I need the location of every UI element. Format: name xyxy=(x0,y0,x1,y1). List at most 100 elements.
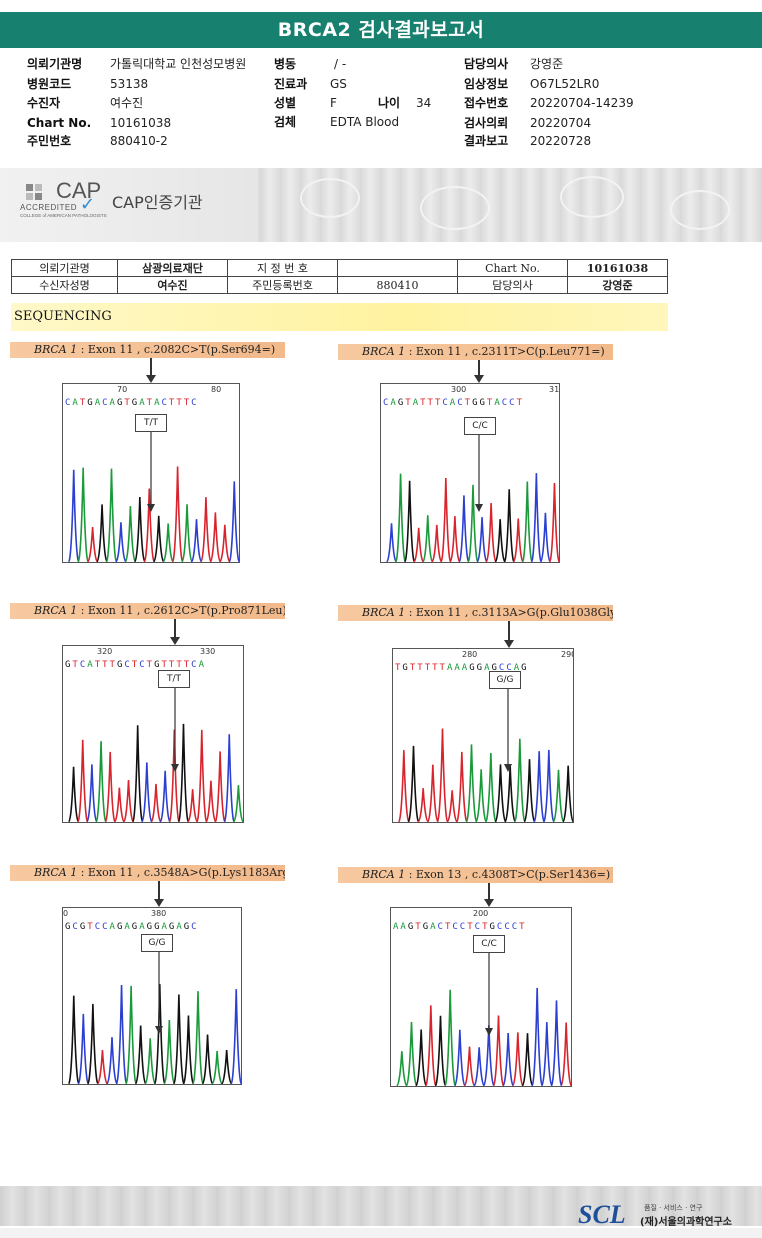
trace-peak xyxy=(511,1032,524,1086)
trace-peak xyxy=(223,734,236,822)
variant-label: BRCA 1 : Exon 11 , c.3113A>G(p.Glu1038Gl… xyxy=(338,605,613,621)
trace-peak xyxy=(96,504,109,562)
position-number: 0 xyxy=(63,909,69,918)
base-calls: CATGACAGTGATACTTTC xyxy=(65,398,199,408)
scl-logo: SCL xyxy=(578,1200,626,1229)
cap-certified-label: CAP인증기관 xyxy=(112,193,203,212)
trace-peak xyxy=(124,506,137,562)
position-number: 380 xyxy=(151,909,167,918)
genotype-arrowhead-icon xyxy=(475,504,483,512)
trace-peak xyxy=(521,481,534,562)
trace-peak xyxy=(548,482,559,562)
trace-peak xyxy=(512,518,525,562)
cap-logo-area xyxy=(0,168,258,242)
trace-peak xyxy=(211,1050,223,1084)
chromatogram: 200 AAGTGACTCCTCTGCCCT C/C xyxy=(390,907,572,1087)
trace-peak xyxy=(113,787,125,822)
trace-peak xyxy=(444,989,457,1086)
genotype-box: C/C xyxy=(473,935,505,953)
institution-value: 가톨릭대학교 인천성모병원 xyxy=(110,57,247,71)
trace-peak xyxy=(86,764,98,822)
chromatogram-trace xyxy=(396,953,571,1086)
trace-peak xyxy=(494,764,507,822)
position-number: 80 xyxy=(211,385,222,394)
hospital-code-label: 병원코드 xyxy=(27,77,72,91)
arrowhead-icon xyxy=(146,375,156,383)
test-request-label: 검사의뢰 xyxy=(464,116,509,130)
genotype-box: T/T xyxy=(158,670,190,688)
position-number: 300 xyxy=(451,385,467,394)
trace-peak xyxy=(504,765,517,822)
doctor-label: 담당의사 xyxy=(464,57,509,71)
gene-name: BRCA 1 xyxy=(34,343,78,356)
table-cell: 삼광의료재단 xyxy=(117,259,228,277)
examinee-value: 여수진 xyxy=(110,96,144,110)
trace-peak xyxy=(181,504,194,562)
variant-label: BRCA 1 : Exon 11 , c.2082C>T(p.Ser694=) xyxy=(10,342,285,358)
trace-peak xyxy=(105,1037,119,1084)
age-value: 34 xyxy=(416,96,432,110)
table-cell: 880410 xyxy=(337,276,458,294)
trace-peak xyxy=(476,517,488,562)
trace-peak xyxy=(434,1015,447,1086)
trace-peak xyxy=(542,749,555,822)
footer-motto: 품질 · 서비스 · 연구 xyxy=(644,1204,703,1212)
trace-peak xyxy=(533,751,546,822)
trace-peak xyxy=(141,762,153,822)
chart-no-value: 10161038 xyxy=(110,116,172,130)
trace-peak xyxy=(96,1049,109,1084)
cloud-ornament xyxy=(560,176,624,218)
genotype-arrowhead-icon xyxy=(155,1026,163,1034)
variant-description: : Exon 11 , c.2612C>T(p.Pro871Leu) xyxy=(77,604,285,617)
trace-peak xyxy=(503,489,515,562)
trace-peak xyxy=(214,751,226,822)
trace-peak xyxy=(440,478,452,562)
trace-peak xyxy=(77,1013,90,1084)
trace-peak xyxy=(446,790,458,822)
table-cell: 의뢰기관명 xyxy=(11,259,118,277)
trace-peak xyxy=(133,496,146,562)
sex-label: 성별 xyxy=(274,96,297,110)
trace-peak xyxy=(403,480,416,562)
cap-grid-icon xyxy=(26,184,42,200)
variant-label: BRCA 1 : Exon 11 , c.3548A>G(p.Lys1183Ar… xyxy=(10,865,285,881)
cloud-ornament xyxy=(420,186,490,230)
trace-peak xyxy=(492,1015,505,1086)
trace-peak xyxy=(95,741,107,822)
variant-description: : Exon 11 , c.2311T>C(p.Leu771=) xyxy=(405,345,605,358)
trace-peak xyxy=(177,723,190,822)
arrowhead-icon xyxy=(154,899,164,907)
trace-peak xyxy=(190,519,203,562)
genotype-arrowhead-icon xyxy=(147,504,155,512)
position-number: 320 xyxy=(97,647,113,656)
specimen-table: 의뢰기관명 삼광의료재단 지 정 번 호 Chart No. 10161038 … xyxy=(11,259,668,294)
trace-peak xyxy=(513,738,526,822)
trace-peak xyxy=(475,769,488,822)
trace-peak xyxy=(407,745,420,822)
trace-peak xyxy=(560,1022,571,1086)
trace-peak xyxy=(502,1032,515,1086)
trace-peak xyxy=(187,789,199,822)
trace-peak xyxy=(172,994,185,1084)
trace-peak xyxy=(218,524,231,562)
trace-peak xyxy=(523,759,536,822)
gene-name: BRCA 1 xyxy=(362,868,406,881)
resident-no-label: 주민번호 xyxy=(27,134,72,148)
result-report-value: 20220728 xyxy=(530,134,592,148)
trace-peak xyxy=(484,752,497,822)
genotype-arrowhead-icon xyxy=(171,764,179,772)
age-label: 나이 xyxy=(378,96,401,110)
trace-peak xyxy=(134,1025,147,1084)
trace-peak xyxy=(104,751,117,822)
genotype-box: T/T xyxy=(135,414,167,432)
trace-peak xyxy=(131,725,144,822)
trace-peak xyxy=(550,1000,563,1086)
trace-peak xyxy=(539,512,552,562)
chromatogram: 320 330 GTCATTTGCTCTGTTTTCA T/T xyxy=(62,645,244,823)
trace-peak xyxy=(182,1015,195,1084)
trace-peak xyxy=(540,1022,553,1086)
variant-description: : Exon 11 , c.3113A>G(p.Glu1038Gly) xyxy=(405,606,613,619)
base-calls: AAGTGACTCCTCTGCCCT xyxy=(393,922,527,932)
variant-label: BRCA 1 : Exon 11 , c.2612C>T(p.Pro871Leu… xyxy=(10,603,285,619)
trace-peak xyxy=(76,739,89,822)
